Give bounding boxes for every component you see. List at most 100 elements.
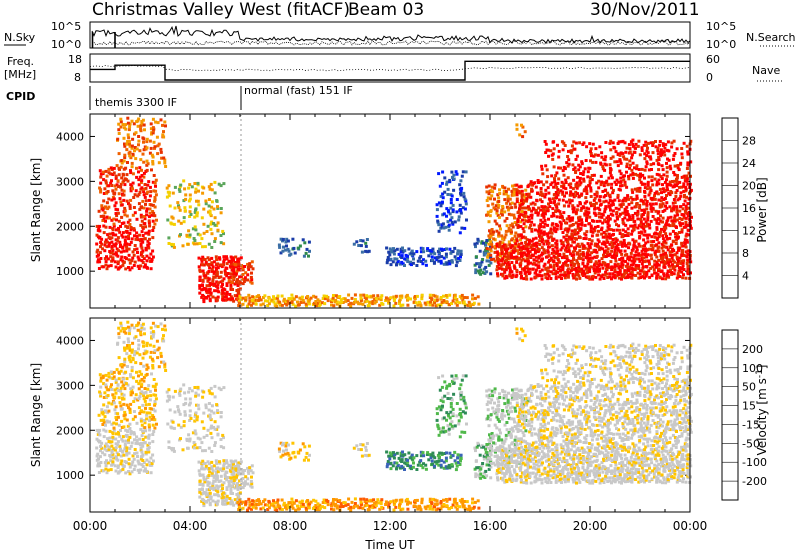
velocity-cell bbox=[151, 321, 155, 325]
power-cell bbox=[314, 295, 318, 299]
power-cell bbox=[537, 232, 541, 236]
power-cell bbox=[536, 213, 540, 217]
power-cell bbox=[248, 299, 252, 303]
power-cell bbox=[307, 302, 311, 306]
power-cell bbox=[656, 192, 660, 196]
power-cell bbox=[582, 170, 586, 174]
power-cell bbox=[549, 235, 553, 239]
power-cell bbox=[642, 233, 646, 237]
power-cell bbox=[423, 301, 427, 305]
power-cell bbox=[531, 267, 535, 271]
power-cell bbox=[123, 209, 127, 213]
power-cell bbox=[607, 227, 611, 231]
power-cell bbox=[515, 183, 519, 187]
power-cell bbox=[519, 220, 523, 224]
power-cell bbox=[149, 252, 153, 256]
velocity-cell bbox=[104, 383, 108, 387]
velocity-cell bbox=[130, 388, 134, 392]
power-cell bbox=[184, 193, 188, 197]
power-cell bbox=[360, 250, 364, 254]
velocity-cell bbox=[144, 429, 148, 433]
power-cell bbox=[126, 133, 130, 137]
velocity-cell bbox=[119, 429, 122, 432]
power-cell bbox=[102, 178, 106, 182]
power-cell bbox=[122, 249, 126, 253]
power-cell bbox=[250, 298, 254, 302]
power-cell bbox=[312, 294, 316, 298]
power-cell bbox=[655, 172, 659, 176]
power-cell bbox=[225, 266, 229, 270]
power-cell bbox=[503, 261, 507, 265]
power-cell bbox=[136, 251, 139, 254]
power-cell bbox=[241, 282, 245, 286]
power-cell bbox=[653, 259, 657, 263]
power-cell bbox=[642, 270, 646, 274]
velocity-cell bbox=[132, 431, 136, 435]
power-cell bbox=[544, 266, 548, 270]
power-cell bbox=[624, 234, 627, 237]
power-cell bbox=[639, 230, 643, 234]
power-cell bbox=[595, 181, 599, 185]
power-cell bbox=[557, 155, 561, 159]
power-cell bbox=[554, 272, 558, 276]
power-cell bbox=[543, 249, 547, 253]
power-cell bbox=[168, 204, 172, 208]
velocity-cell bbox=[114, 437, 118, 441]
velocity-cell bbox=[98, 455, 102, 459]
power-cell bbox=[630, 267, 634, 270]
power-cell bbox=[222, 263, 226, 267]
velocity-cell bbox=[123, 357, 127, 361]
power-cell bbox=[636, 144, 640, 148]
velocity-cell bbox=[135, 351, 139, 355]
power-cell bbox=[537, 254, 541, 258]
power-cell bbox=[522, 222, 526, 226]
power-cell bbox=[110, 251, 114, 255]
power-cell bbox=[109, 166, 113, 170]
power-cell bbox=[665, 166, 669, 170]
power-cell bbox=[593, 262, 597, 266]
power-cell bbox=[415, 250, 419, 254]
power-cell bbox=[570, 234, 574, 238]
power-cell bbox=[633, 223, 637, 227]
power-cell bbox=[188, 215, 192, 218]
power-cell bbox=[102, 199, 106, 203]
velocity-cell bbox=[104, 373, 108, 377]
velocity-cell bbox=[122, 340, 126, 344]
power-cell bbox=[657, 210, 661, 214]
power-cell bbox=[685, 144, 689, 148]
velocity-cell bbox=[213, 395, 217, 399]
power-cell bbox=[664, 143, 668, 147]
velocity-cell bbox=[140, 434, 144, 438]
velocity-cell bbox=[163, 362, 167, 366]
velocity-cell bbox=[141, 356, 145, 360]
power-cell bbox=[598, 215, 601, 219]
power-cell bbox=[127, 258, 131, 262]
power-cell bbox=[563, 271, 567, 275]
velocity-cell bbox=[202, 504, 206, 508]
power-cell bbox=[184, 197, 188, 201]
power-cell bbox=[518, 207, 521, 211]
power-cell bbox=[475, 262, 479, 266]
power-cell bbox=[143, 183, 147, 186]
power-cell bbox=[145, 209, 149, 213]
power-cell bbox=[244, 298, 248, 302]
power-cell bbox=[225, 290, 229, 294]
power-cell bbox=[515, 258, 519, 261]
power-cell bbox=[616, 248, 620, 252]
power-cell bbox=[624, 223, 628, 227]
power-cell bbox=[106, 233, 110, 237]
power-cell bbox=[119, 120, 123, 124]
power-cell bbox=[567, 237, 571, 241]
power-cell bbox=[326, 299, 330, 303]
velocity-cell bbox=[117, 389, 120, 392]
power-cell bbox=[613, 198, 617, 202]
power-cell bbox=[485, 190, 489, 194]
power-cell bbox=[457, 218, 461, 222]
power-cell bbox=[543, 205, 547, 209]
power-cell bbox=[194, 228, 198, 232]
power-cell bbox=[690, 215, 693, 219]
power-cell bbox=[635, 189, 639, 193]
power-cell bbox=[677, 168, 681, 172]
power-cell bbox=[628, 275, 632, 279]
power-cell bbox=[598, 267, 601, 271]
